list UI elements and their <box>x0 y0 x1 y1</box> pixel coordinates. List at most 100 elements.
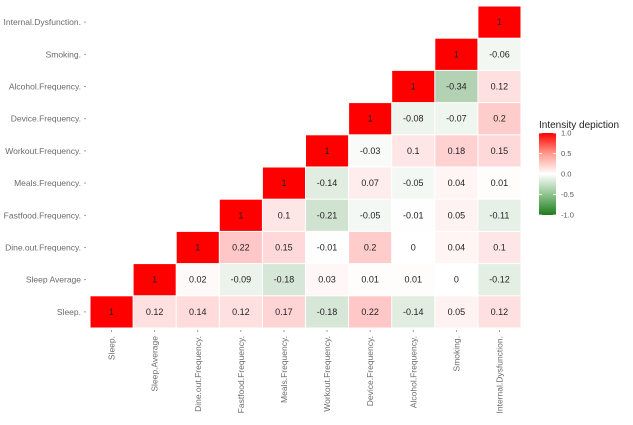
cell-value-label: 1 <box>152 275 157 285</box>
x-tick-label: Meals.Frequency. <box>279 336 289 403</box>
heatmap-cell <box>478 70 521 103</box>
heatmap-cell <box>392 199 435 231</box>
x-tick-label: Fastfood.Frequency. <box>236 336 246 413</box>
heatmap-cell <box>392 231 435 264</box>
cell-value-label: -0.08 <box>403 114 424 124</box>
cell-value-label: 0.1 <box>278 210 291 220</box>
heatmap-cell <box>392 167 435 199</box>
heatmap-cell <box>262 296 305 328</box>
heatmap-cell <box>478 135 521 167</box>
heatmap-cell <box>133 296 176 328</box>
heatmap-cell <box>435 70 478 103</box>
x-tick-label: Smoking. <box>451 336 461 371</box>
cell-value-label: -0.05 <box>403 178 424 188</box>
y-tick-label: Alcohol.Frequency. <box>9 82 81 92</box>
cell-value-label: -0.06 <box>489 49 510 59</box>
cell-value-label: 1 <box>368 114 373 124</box>
cell-value-label: 1 <box>195 243 200 253</box>
x-tick-label: Internal.Dysfunction. <box>494 336 504 413</box>
y-tick-label: Sleep Average <box>26 275 81 285</box>
cell-value-label: -0.09 <box>231 275 252 285</box>
y-tick-label: Dine.out.Frequency. <box>5 243 81 253</box>
cell-value-label: 0.04 <box>448 243 466 253</box>
heatmap-cell <box>349 103 392 135</box>
x-tick-label: Workout.Frequency. <box>322 336 332 412</box>
heatmap-cell <box>262 264 305 296</box>
heatmap-cell <box>219 231 262 264</box>
heatmap-cell <box>262 231 305 264</box>
heatmap-cell <box>262 167 305 199</box>
heatmap-cell <box>349 135 392 167</box>
y-tick-label: Workout.Frequency. <box>5 146 81 156</box>
heatmap-cell <box>219 199 262 231</box>
cell-value-label: 1 <box>325 146 330 156</box>
y-tick-label: Internal.Dysfunction. <box>4 17 81 27</box>
cell-value-label: 1 <box>109 307 114 317</box>
cell-value-label: -0.01 <box>317 243 338 253</box>
cell-value-label: 0.02 <box>189 275 207 285</box>
cell-value-label: 0.18 <box>448 146 466 156</box>
legend-title: Intensity depiction <box>539 120 619 131</box>
cell-value-label: 0.12 <box>146 307 164 317</box>
heatmap-cell <box>349 231 392 264</box>
cell-value-label: 0.1 <box>493 243 506 253</box>
legend-tick-label: 0.0 <box>561 170 571 179</box>
y-tick-label: Device.Frequency. <box>11 114 81 124</box>
y-axis: Sleep. Sleep Average Dine.out.Frequency. Fa… <box>4 17 86 317</box>
heatmap-cell <box>478 296 521 328</box>
legend-tick-label: -1.0 <box>561 211 574 220</box>
heatmap-cell <box>349 264 392 296</box>
heatmap-cell <box>306 264 349 296</box>
y-tick-label: Fastfood.Frequency. <box>4 210 81 220</box>
cell-value-label: 1 <box>411 82 416 92</box>
cell-value-label: -0.01 <box>403 210 424 220</box>
cell-value-label: -0.18 <box>317 307 338 317</box>
cell-value-label: 0.01 <box>491 178 509 188</box>
heatmap-cell <box>306 231 349 264</box>
cell-value-label: 0.12 <box>491 307 509 317</box>
heatmap-cell <box>392 103 435 135</box>
cell-value-label: -0.03 <box>360 146 381 156</box>
heatmap-cell <box>349 199 392 231</box>
heatmap-cell <box>435 103 478 135</box>
heatmap-cell <box>435 135 478 167</box>
cell-value-label: -0.18 <box>274 275 295 285</box>
legend-tick-label: 1.0 <box>561 129 571 138</box>
cell-value-label: -0.07 <box>446 114 467 124</box>
heatmap-cell <box>478 38 521 70</box>
legend-tick-label: 0.5 <box>561 149 571 158</box>
heatmap-cell <box>478 231 521 264</box>
cell-value-label: 1 <box>281 178 286 188</box>
heatmap-cell <box>306 135 349 167</box>
cell-value-label: 0.12 <box>232 307 250 317</box>
heatmap-cell <box>435 199 478 231</box>
heatmap-cell <box>435 231 478 264</box>
heatmap-cell <box>478 167 521 199</box>
heatmap-cell <box>392 264 435 296</box>
cell-value-label: -0.12 <box>489 275 510 285</box>
heatmap-cell <box>306 296 349 328</box>
legend-tick-label: -0.5 <box>561 190 574 199</box>
cell-value-label: 0.22 <box>232 243 250 253</box>
cell-value-label: 0.07 <box>361 178 379 188</box>
cell-value-label: 0.22 <box>361 307 379 317</box>
x-tick-label: Sleep.Average <box>150 336 160 392</box>
heatmap-cell <box>392 70 435 103</box>
heatmap-cell <box>478 199 521 231</box>
cell-value-label: 0.12 <box>491 82 509 92</box>
heatmap-cell <box>219 296 262 328</box>
cell-value-label: 0.04 <box>448 178 466 188</box>
heatmap-cells <box>90 6 521 328</box>
cell-value-label: 0.2 <box>493 114 506 124</box>
heatmap-cell <box>478 103 521 135</box>
cell-value-label: 0.2 <box>364 243 377 253</box>
cell-value-label: 0.01 <box>404 275 422 285</box>
cell-value-label: 0.03 <box>318 275 336 285</box>
cell-value-label: -0.21 <box>317 210 338 220</box>
heatmap-cell <box>478 264 521 296</box>
heatmap-cell <box>90 296 133 328</box>
cell-value-label: 0.15 <box>491 146 509 156</box>
y-tick-label: Sleep. <box>57 307 81 317</box>
x-tick-label: Dine.out.Frequency. <box>193 336 203 412</box>
